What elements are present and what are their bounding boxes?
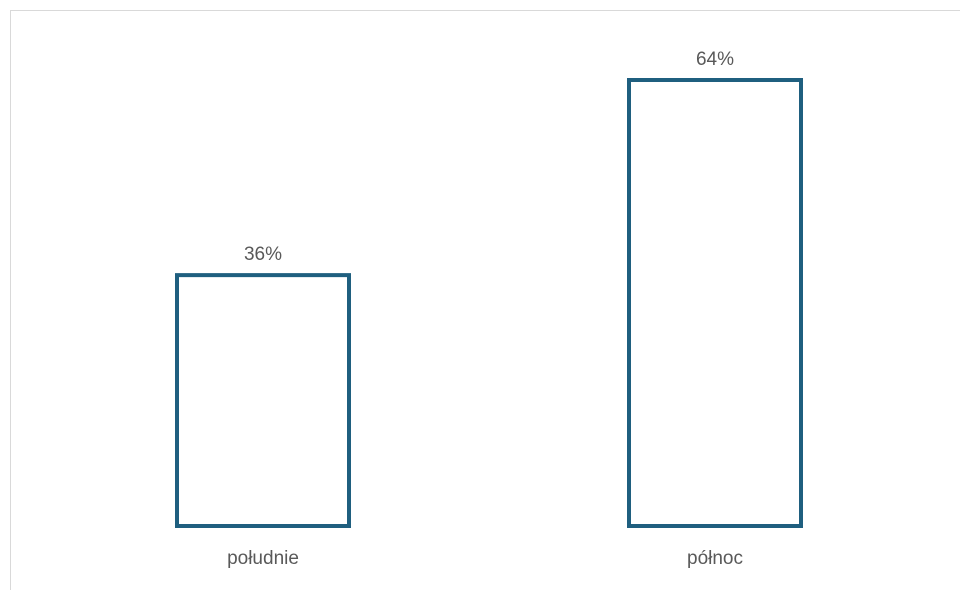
- data-label-2: 64%: [696, 49, 734, 70]
- data-label-1: 36%: [244, 244, 282, 265]
- bars-layer: [175, 78, 803, 528]
- bar-2: [627, 78, 803, 528]
- labels-layer: 36% południe 64% północ: [227, 49, 743, 569]
- category-label-1: południe: [227, 548, 299, 569]
- bar-1: [175, 273, 351, 528]
- chart-frame: [10, 10, 960, 590]
- category-label-2: północ: [687, 548, 743, 569]
